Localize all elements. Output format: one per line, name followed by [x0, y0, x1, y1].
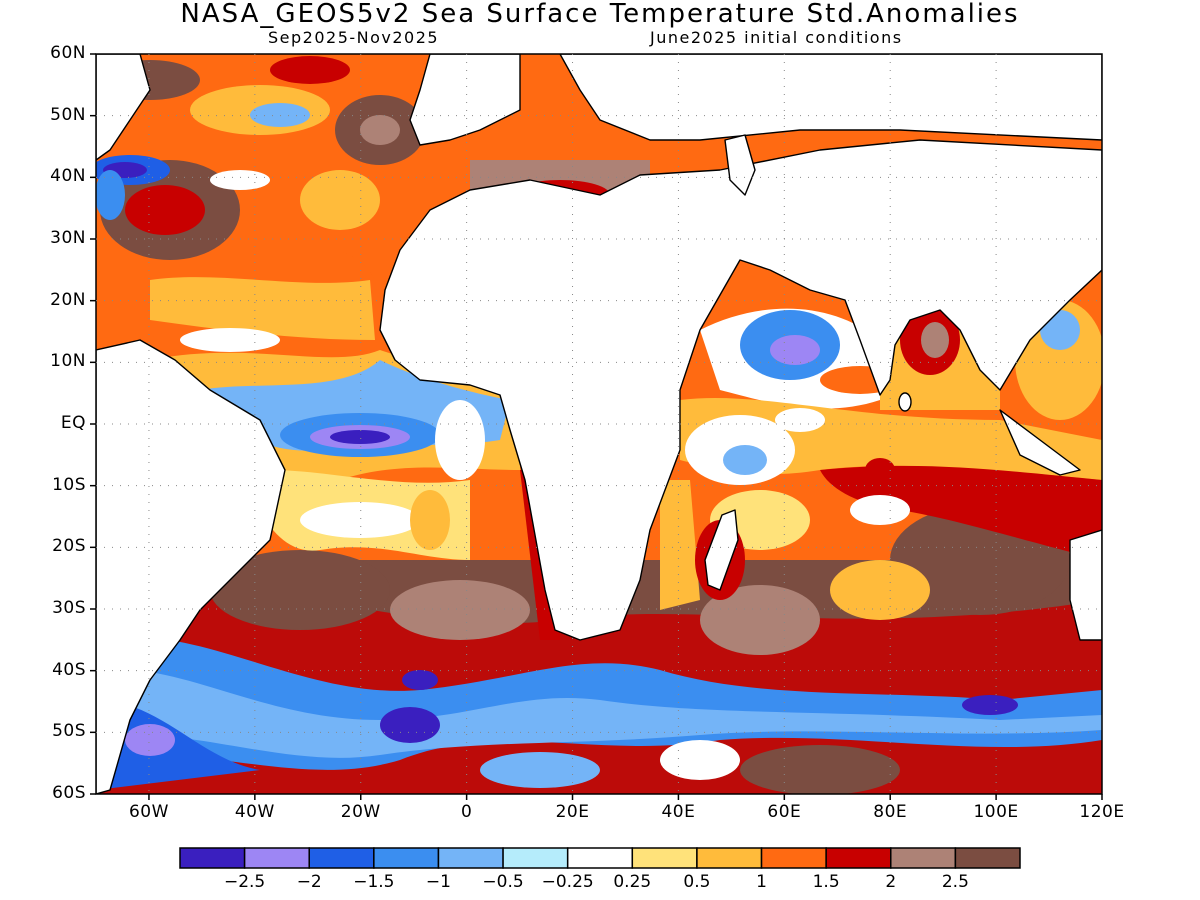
- lon-label: 120E: [1079, 802, 1125, 822]
- colorbar-tick-label: −2: [296, 872, 322, 892]
- colorbar-tick-label: −1: [425, 872, 451, 892]
- land-masses: [96, 54, 1102, 794]
- colorbar-tick-label: 2.5: [941, 872, 969, 892]
- colorbar-swatch: [243, 847, 310, 869]
- colorbar-tick-label: −0.25: [541, 872, 594, 892]
- lon-label: 20W: [340, 802, 381, 822]
- colorbar-tick-label: −1.5: [353, 872, 395, 892]
- lat-label: 10N: [50, 351, 86, 372]
- colorbar-tick-label: −0.5: [482, 872, 524, 892]
- lon-label: 0: [460, 802, 473, 822]
- lat-label: 20S: [52, 536, 86, 557]
- lat-label: 40S: [52, 659, 86, 680]
- colorbar-swatch: [825, 847, 892, 869]
- lon-label: 60E: [767, 802, 802, 822]
- lon-label: 40E: [661, 802, 696, 822]
- colorbar-swatch: [179, 847, 246, 869]
- graticule: [90, 53, 1103, 800]
- colorbar-swatch: [373, 847, 440, 869]
- lon-label: 100E: [973, 802, 1019, 822]
- lon-label: 80E: [873, 802, 908, 822]
- lon-label: 40W: [234, 802, 275, 822]
- colorbar-swatch: [696, 847, 763, 869]
- colorbar-swatch: [954, 847, 1021, 869]
- lon-label: 60W: [128, 802, 169, 822]
- colorbar-tick-label: 2: [885, 872, 897, 892]
- colorbar-tick-label: 0.25: [613, 872, 652, 892]
- lat-label: 20N: [50, 289, 86, 310]
- season-subtitle: Sep2025-Nov2025: [268, 28, 440, 47]
- colorbar-swatch: [631, 847, 698, 869]
- colorbar-tick-label: 1: [756, 872, 767, 892]
- init-subtitle: June2025 initial conditions: [650, 28, 903, 47]
- map-title: NASA_GEOS5v2 Sea Surface Temperature Std…: [180, 0, 1020, 29]
- lat-label: EQ: [60, 413, 86, 433]
- colorbar-tick-label: 0.5: [683, 872, 711, 892]
- colorbar-tick-label: 1.5: [812, 872, 840, 892]
- lat-label: 40N: [50, 166, 86, 187]
- colorbar-swatch: [308, 847, 375, 869]
- lat-label: 50S: [52, 721, 86, 742]
- lat-label: 10S: [52, 474, 86, 495]
- lat-label: 30S: [52, 598, 86, 618]
- colorbar-tick-label: −2.5: [223, 872, 266, 892]
- colorbar-swatch: [437, 847, 504, 869]
- lat-label: 60S: [52, 783, 86, 803]
- lat-label: 50N: [50, 104, 86, 125]
- lon-label: 20E: [555, 802, 590, 822]
- colorbar-swatch: [502, 847, 569, 869]
- colorbar: [179, 847, 1021, 869]
- colorbar-swatch: [566, 847, 634, 869]
- lat-label: 60N: [50, 43, 86, 63]
- colorbar-swatch: [760, 847, 827, 869]
- colorbar-swatch: [890, 847, 957, 869]
- lat-label: 30N: [50, 228, 86, 248]
